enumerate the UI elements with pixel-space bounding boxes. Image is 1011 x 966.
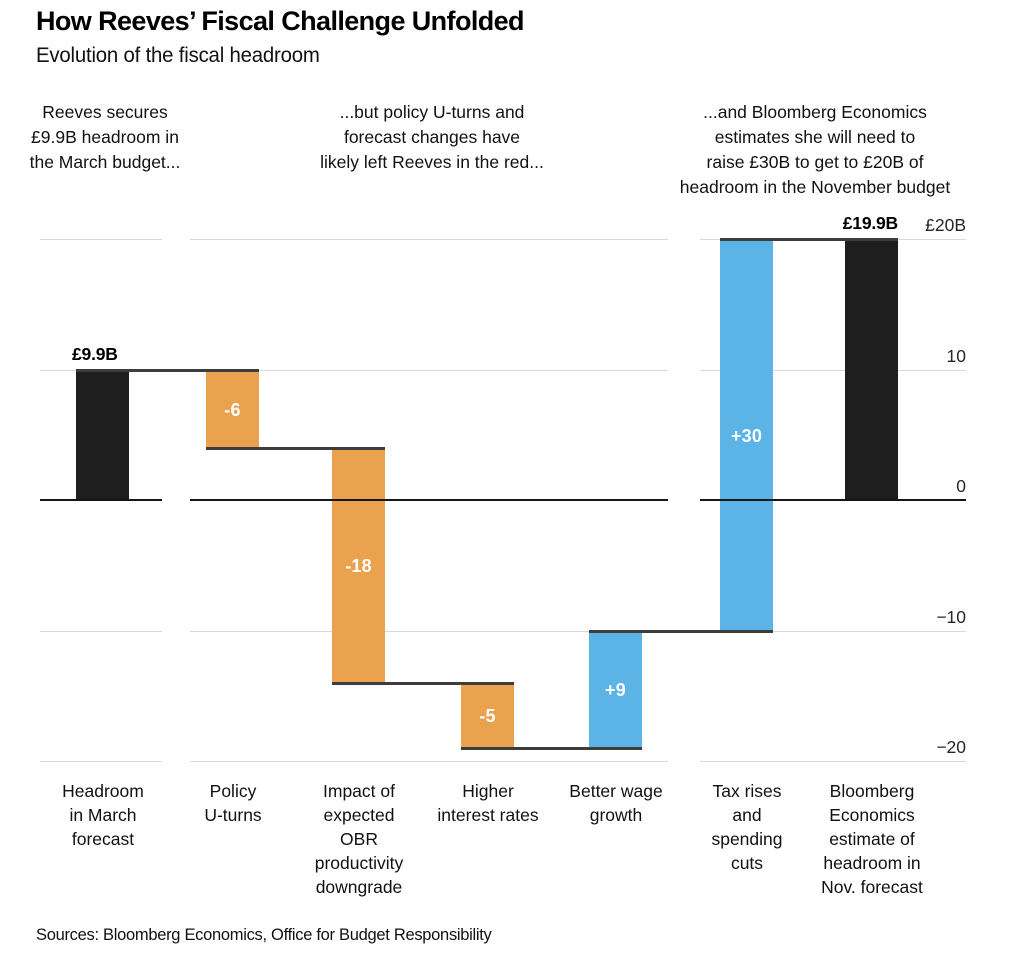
annotation-note-1: Reeves secures £9.9B headroom in the March…	[5, 100, 205, 175]
annotation-text-line: Reeves secures	[42, 102, 168, 122]
category-text-line: Impact of	[323, 781, 395, 801]
gridline--10	[700, 631, 966, 632]
connector-line	[332, 682, 514, 685]
y-axis-label-0: 0	[956, 476, 966, 496]
annotation-note-3: ...and Bloomberg Economics estimates she …	[605, 100, 1011, 200]
annotation-text-line: estimates she will need to	[714, 127, 916, 147]
annotation-note-2: ...but policy U-turns and forecast change…	[272, 100, 592, 175]
annotation-text-line: ...but policy U-turns and	[339, 102, 525, 122]
connector-line	[720, 238, 898, 241]
category-text-line: expected	[323, 805, 395, 825]
category-text-line: forecast	[71, 829, 135, 849]
bar-value-label: -6	[224, 399, 241, 420]
category-label-better-wage-growth: Better wage growth	[538, 779, 694, 827]
bar-impact-of-expected-obr-productivity-downgrade: -18	[332, 449, 385, 684]
y-axis-label--10: −10	[936, 607, 966, 627]
bar-value-label: +9	[605, 680, 626, 700]
category-label-headroom-in-march-forecast: Headroom in March forecast	[25, 779, 181, 851]
category-text-line: spending	[711, 829, 783, 849]
category-text-line: headroom in	[823, 853, 921, 873]
category-text-line: Nov. forecast	[821, 877, 923, 897]
y-axis-label-20: £20B	[925, 215, 966, 235]
connector-line	[76, 369, 259, 372]
category-text-line: and	[732, 805, 762, 825]
category-text-line: Bloomberg	[829, 781, 915, 801]
connector-line	[206, 447, 385, 450]
category-text-line: growth	[589, 805, 643, 825]
category-text-line: interest rates	[437, 805, 539, 825]
annotation-text-line: likely left Reeves in the red...	[320, 152, 544, 172]
category-text-line: OBR	[340, 829, 378, 849]
connector-line	[461, 747, 642, 750]
annotation-text-line: raise £30B to get to £20B of	[706, 152, 924, 172]
category-label-policy-u-turns: Policy U-turns	[155, 779, 311, 827]
gridline-10	[700, 370, 966, 371]
category-text-line: productivity	[314, 853, 404, 873]
bar-value-label: £9.9B	[72, 344, 118, 364]
gridline--20	[190, 761, 668, 762]
annotation-text-line: ...and Bloomberg Economics	[703, 102, 927, 122]
category-text-line: Economics	[829, 805, 915, 825]
connector-line	[589, 630, 773, 633]
gridline--20	[700, 761, 966, 762]
category-text-line: estimate of	[829, 829, 915, 849]
category-label-bloomberg-economics-estimate-of-headroom-in-nov-forecast: Bloomberg Economics estimate of headroom in…	[794, 779, 950, 899]
bar-higher-interest-rates: -5	[461, 684, 514, 749]
y-axis-label--20: −20	[936, 737, 966, 757]
bar-bloomberg-economics-estimate-of-headroom-in-nov-forecast	[845, 240, 898, 500]
bar-headroom-in-march-forecast	[76, 371, 129, 500]
chart-title: How Reeves’ Fiscal Challenge Unfolded	[36, 6, 525, 36]
category-text-line: downgrade	[315, 877, 403, 897]
category-text-line: Tax rises	[712, 781, 782, 801]
y-axis-label-10: 10	[946, 346, 966, 366]
category-text-line: Better wage	[569, 781, 663, 801]
zero-line	[190, 499, 668, 501]
gridline--20	[40, 761, 162, 762]
source-note: Sources: Bloomberg Economics, Office for…	[36, 925, 492, 944]
bar-value-label: +30	[730, 425, 763, 446]
gridline-20	[40, 239, 162, 240]
zero-line	[700, 499, 966, 501]
bar-tax-rises-and-spending-cuts: +30	[720, 240, 773, 632]
category-text-line: cuts	[730, 853, 764, 873]
bar-value-label: £19.9B	[842, 213, 898, 233]
bar-better-wage-growth: +9	[589, 632, 642, 749]
annotation-text-line: headroom in the November budget	[679, 177, 951, 197]
category-text-line: U-turns	[204, 805, 262, 825]
chart-subtitle: Evolution of the fiscal headroom	[36, 44, 320, 67]
category-text-line: Headroom	[62, 781, 144, 801]
category-label-tax-rises-and-spending-cuts: Tax rises and spending cuts	[669, 779, 825, 875]
zero-line	[40, 499, 162, 501]
bar-value-label: -5	[479, 706, 496, 726]
bar-policy-u-turns: -6	[206, 371, 259, 449]
annotation-text-line: £9.9B headroom in	[31, 127, 179, 147]
category-text-line: Policy	[209, 781, 257, 801]
category-text-line: Higher	[462, 781, 514, 801]
gridline-20	[190, 239, 668, 240]
category-label-impact-of-expected-obr-productivity-downgrade: Impact of expected OBR productivity downgrad…	[281, 779, 437, 899]
annotation-text-line: forecast changes have	[343, 127, 521, 147]
gridline--10	[190, 631, 668, 632]
category-text-line: in March	[69, 805, 137, 825]
gridline--10	[40, 631, 162, 632]
annotation-text-line: the March budget...	[29, 152, 181, 172]
gridline-10	[190, 370, 668, 371]
bar-value-label: -18	[345, 556, 372, 576]
category-label-higher-interest-rates: Higher interest rates	[410, 779, 566, 827]
